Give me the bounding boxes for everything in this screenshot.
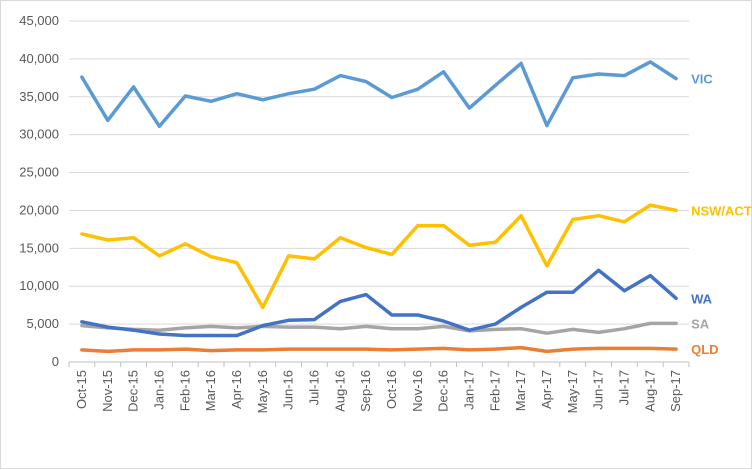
- series-lines: [80, 60, 678, 354]
- x-tick-label: Dec-15: [126, 370, 141, 412]
- y-tick-label: 40,000: [19, 51, 59, 66]
- y-tick-label: 35,000: [19, 89, 59, 104]
- series-label-wa: WA: [691, 291, 713, 306]
- series-line-nsw-act: [80, 203, 678, 310]
- x-tick-label: Oct-16: [384, 370, 399, 409]
- x-tick-label: Dec-16: [436, 370, 451, 412]
- y-tick-label: 0: [52, 354, 59, 369]
- x-tick-label: May-17: [565, 370, 580, 413]
- series-line-wa: [80, 268, 678, 338]
- x-tick-label: Jul-17: [616, 370, 631, 405]
- y-tick-label: 15,000: [19, 240, 59, 255]
- series-line-qld: [80, 345, 678, 354]
- series-label-nsw-act: NSW/ACT: [691, 203, 752, 218]
- x-tick-label: Jan-17: [461, 370, 476, 410]
- y-tick-label: 10,000: [19, 278, 59, 293]
- y-tick-label: 30,000: [19, 127, 59, 142]
- y-tick-label: 45,000: [19, 13, 59, 28]
- x-tick-label: Nov-16: [410, 370, 425, 412]
- x-tick-label: Jan-16: [151, 370, 166, 410]
- series-line-sa: [80, 321, 678, 335]
- x-tick-label: Apr-16: [229, 370, 244, 409]
- x-tick-label: Aug-17: [642, 370, 657, 412]
- series-labels: VIC NSW/ACT WA SA QLD: [691, 72, 752, 358]
- x-tick-label: Sep-17: [668, 370, 683, 412]
- x-tick-label: Aug-16: [332, 370, 347, 412]
- x-tick-label: Mar-16: [203, 370, 218, 411]
- x-tick-label: Nov-15: [100, 370, 115, 412]
- x-tick-label: Sep-16: [358, 370, 373, 412]
- x-tick-label: Jun-17: [591, 370, 606, 410]
- y-tick-label: 20,000: [19, 202, 59, 217]
- series-label-sa: SA: [691, 316, 710, 331]
- series-label-vic: VIC: [691, 72, 713, 87]
- x-tick-label: May-16: [255, 370, 270, 413]
- axes: 0 5,000 10,000 15,000 20,000 25,000 30,000 35,0…: [19, 13, 690, 413]
- x-tick-label: Apr-17: [539, 370, 554, 409]
- gridlines: [69, 20, 689, 325]
- x-tick-label: Mar-17: [513, 370, 528, 411]
- y-tick-label: 5,000: [26, 316, 59, 331]
- x-tick-label: Oct-15: [74, 370, 89, 409]
- x-tick-label: Jun-16: [281, 370, 296, 410]
- x-tick-label: Feb-16: [177, 370, 192, 411]
- y-tick-label: 25,000: [19, 165, 59, 180]
- x-tick-label: Feb-17: [487, 370, 502, 411]
- x-tick-label: Jul-16: [306, 370, 321, 405]
- series-label-qld: QLD: [691, 342, 718, 357]
- series-line-vic: [80, 60, 678, 129]
